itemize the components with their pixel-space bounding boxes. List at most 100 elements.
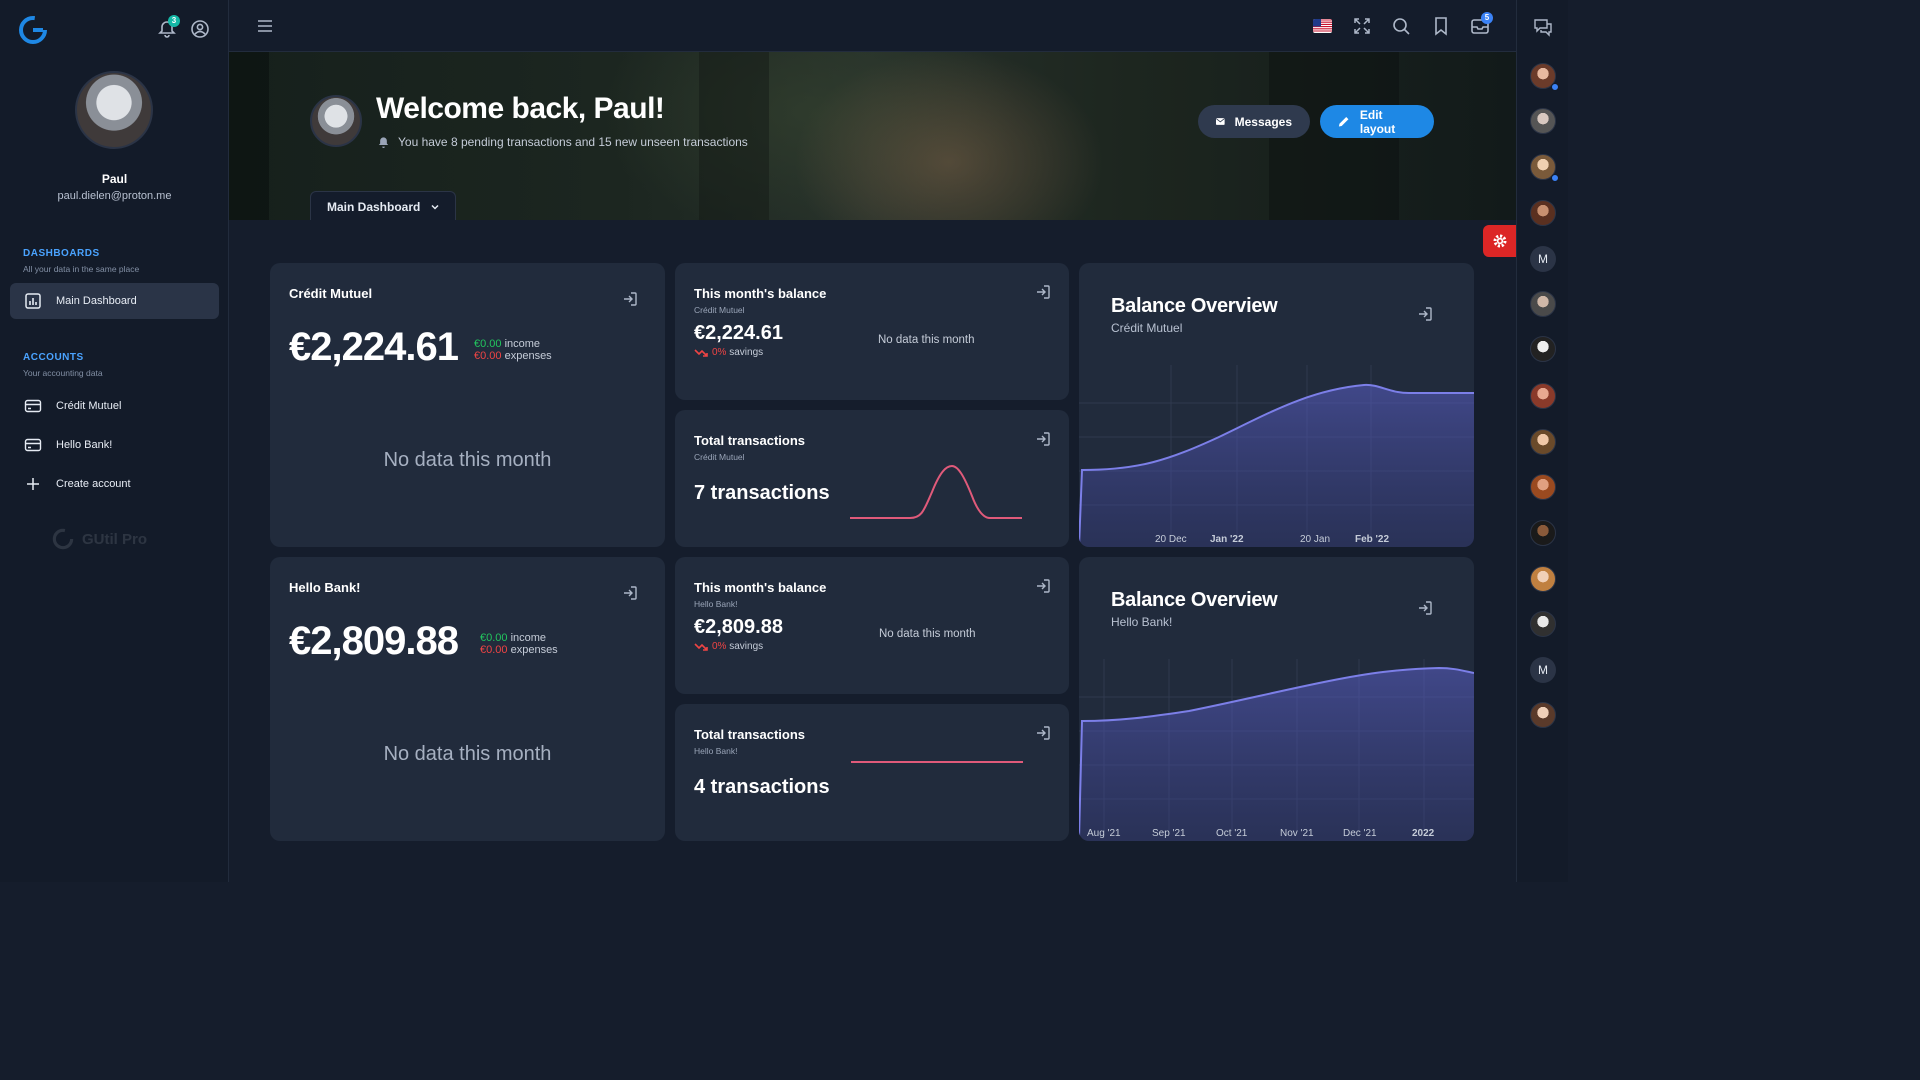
card-subtitle: Hello Bank! bbox=[1111, 615, 1173, 629]
link-out-icon[interactable] bbox=[1035, 284, 1051, 300]
messages-button-label: Messages bbox=[1234, 114, 1292, 129]
notification-count-badge: 3 bbox=[168, 15, 180, 27]
link-out-icon[interactable] bbox=[622, 291, 638, 307]
income-label: income bbox=[510, 632, 547, 644]
contact-avatar-initial[interactable]: M bbox=[1530, 246, 1556, 272]
contact-avatar[interactable] bbox=[1530, 291, 1556, 317]
link-out-icon[interactable] bbox=[1417, 306, 1433, 322]
link-out-icon[interactable] bbox=[1035, 578, 1051, 594]
credit-card-icon bbox=[24, 438, 42, 452]
settings-button[interactable] bbox=[1483, 225, 1516, 257]
contact-avatar[interactable] bbox=[1530, 611, 1556, 637]
messages-button[interactable]: Messages bbox=[1198, 105, 1310, 138]
expenses-label: expenses bbox=[504, 350, 552, 362]
x-axis-tick: Aug '21 bbox=[1087, 828, 1121, 839]
total-transactions-card: Total transactions Crédit Mutuel 7 trans… bbox=[675, 410, 1069, 547]
dashboard-select-value: Main Dashboard bbox=[327, 199, 421, 214]
contact-avatar[interactable] bbox=[1530, 336, 1556, 362]
card-title: This month's balance bbox=[694, 580, 827, 595]
gear-icon bbox=[1493, 234, 1506, 248]
x-axis-tick: Sep '21 bbox=[1152, 828, 1186, 839]
savings-percent: 0% bbox=[712, 347, 727, 358]
sidebar-item-label: Hello Bank! bbox=[56, 439, 113, 451]
bookmark-icon[interactable] bbox=[1431, 16, 1451, 36]
accounts-section-subtitle: Your accounting data bbox=[23, 368, 103, 378]
account-card-credit-mutuel: Crédit Mutuel €2,224.61 €0.00 income €0.… bbox=[270, 263, 665, 547]
chart-area bbox=[1079, 668, 1474, 841]
online-indicator bbox=[1551, 174, 1559, 182]
card-title: Balance Overview bbox=[1111, 589, 1278, 611]
left-sidebar: 3 Paul paul.dielen@proton.me DASHBOARDS … bbox=[0, 0, 229, 882]
savings-indicator: 0% savings bbox=[694, 641, 763, 652]
chart-area bbox=[1079, 384, 1474, 547]
savings-indicator: 0% savings bbox=[694, 347, 763, 358]
contact-avatar[interactable] bbox=[1530, 200, 1556, 226]
menu-icon[interactable] bbox=[255, 16, 275, 36]
expenses-value: €0.00 bbox=[480, 644, 508, 656]
income-expenses: €0.00 income €0.00 expenses bbox=[480, 632, 558, 656]
link-out-icon[interactable] bbox=[1035, 725, 1051, 741]
x-axis-tick: Jan '22 bbox=[1210, 534, 1244, 545]
contact-avatar[interactable] bbox=[1530, 520, 1556, 546]
card-subtitle: Hello Bank! bbox=[694, 599, 738, 609]
brand-name: GUtil Pro bbox=[82, 530, 148, 548]
no-data-message: No data this month bbox=[383, 743, 552, 765]
chart-line bbox=[1079, 666, 1474, 840]
contact-avatar[interactable] bbox=[1530, 474, 1556, 500]
profile-avatar[interactable] bbox=[75, 71, 153, 149]
hero-avatar bbox=[310, 95, 362, 147]
account-name: Hello Bank! bbox=[289, 580, 361, 595]
flag-us-icon[interactable] bbox=[1313, 19, 1332, 33]
income-label: income bbox=[504, 338, 541, 350]
sidebar-item-create-account[interactable]: Create account bbox=[10, 466, 219, 502]
trend-down-icon bbox=[694, 642, 708, 651]
contact-avatar[interactable] bbox=[1530, 566, 1556, 592]
fullscreen-icon[interactable] bbox=[1352, 16, 1372, 36]
contact-avatar[interactable] bbox=[1530, 702, 1556, 728]
sidebar-item-credit-mutuel[interactable]: Crédit Mutuel bbox=[10, 388, 219, 424]
x-axis-tick: 2022 bbox=[1412, 828, 1435, 839]
edit-layout-button-label: Edit layout bbox=[1359, 107, 1396, 136]
contact-avatar[interactable] bbox=[1530, 108, 1556, 134]
edit-layout-button[interactable]: Edit layout bbox=[1320, 105, 1434, 138]
contact-avatar-initial[interactable]: M bbox=[1530, 657, 1556, 683]
app-logo-icon[interactable] bbox=[19, 16, 47, 44]
card-title: Balance Overview bbox=[1111, 295, 1278, 317]
card-title: Total transactions bbox=[694, 433, 806, 448]
user-circle-icon[interactable] bbox=[190, 19, 210, 39]
pending-transactions-text: You have 8 pending transactions and 15 n… bbox=[398, 135, 748, 149]
transaction-count: 4 transactions bbox=[694, 776, 830, 798]
contact-avatar[interactable] bbox=[1530, 383, 1556, 409]
profile-email: paul.dielen@proton.me bbox=[57, 190, 172, 202]
link-out-icon[interactable] bbox=[1035, 431, 1051, 447]
sidebar-item-label: Main Dashboard bbox=[56, 295, 137, 307]
month-balance: €2,809.88 bbox=[694, 616, 783, 638]
contact-avatar[interactable] bbox=[1530, 154, 1556, 180]
sidebar-item-main-dashboard[interactable]: Main Dashboard bbox=[10, 283, 219, 319]
contact-avatar[interactable] bbox=[1530, 429, 1556, 455]
dashboard-select[interactable]: Main Dashboard bbox=[310, 191, 456, 220]
inbox-icon[interactable] bbox=[1470, 16, 1490, 36]
x-axis-tick: Feb '22 bbox=[1355, 534, 1389, 545]
sidebar-item-hello-bank[interactable]: Hello Bank! bbox=[10, 427, 219, 463]
sidebar-item-label: Create account bbox=[56, 478, 131, 490]
account-balance: €2,224.61 bbox=[289, 325, 459, 369]
link-out-icon[interactable] bbox=[622, 585, 638, 601]
plus-icon bbox=[27, 478, 39, 490]
sidebar-item-label: Crédit Mutuel bbox=[56, 400, 122, 412]
link-out-icon[interactable] bbox=[1417, 600, 1433, 616]
x-axis-tick: 20 Jan bbox=[1300, 534, 1330, 545]
search-icon[interactable] bbox=[1391, 16, 1411, 36]
mail-count-badge: 5 bbox=[1481, 12, 1493, 24]
no-data-message: No data this month bbox=[879, 628, 976, 640]
chevron-down-icon bbox=[431, 204, 439, 210]
no-data-message: No data this month bbox=[383, 449, 552, 471]
card-subtitle: Crédit Mutuel bbox=[694, 452, 745, 462]
chat-icon[interactable] bbox=[1533, 17, 1553, 37]
bar-chart-icon bbox=[25, 293, 41, 309]
welcome-title: Welcome back, Paul! bbox=[376, 92, 665, 125]
trend-down-icon bbox=[694, 348, 708, 357]
profile-name: Paul bbox=[101, 172, 128, 186]
banner-background bbox=[229, 52, 269, 220]
income-expenses: €0.00 income €0.00 expenses bbox=[474, 338, 552, 362]
